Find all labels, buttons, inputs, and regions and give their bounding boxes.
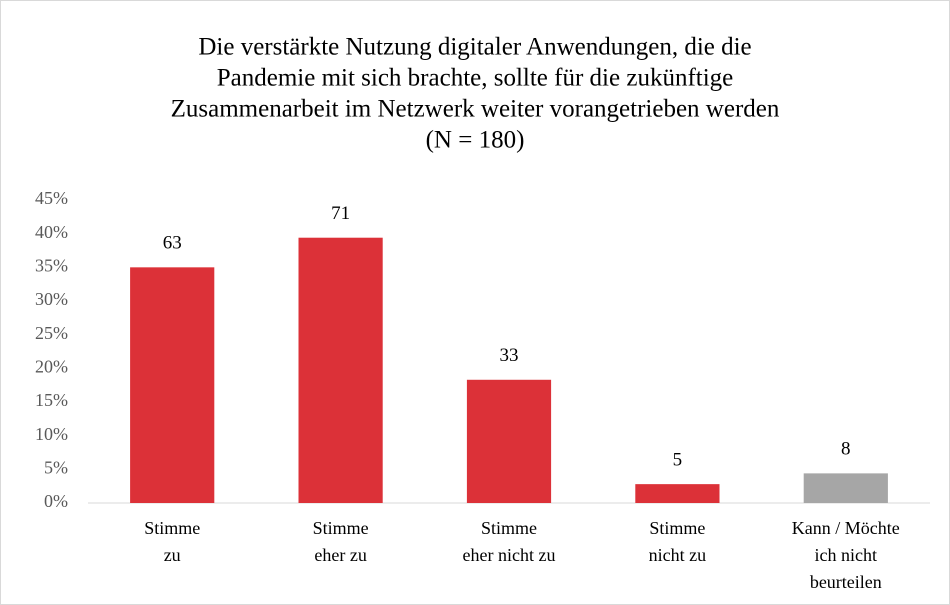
data-label: 33	[500, 345, 519, 366]
bar	[803, 473, 888, 503]
x-tick-label: Kann / Möchte	[792, 518, 900, 538]
y-tick-label: 35%	[35, 255, 68, 275]
chart-title: Die verstärkte Nutzung digitaler Anwendu…	[198, 34, 751, 61]
x-tick-label: Stimme	[313, 518, 369, 538]
chart-title: Pandemie mit sich brachte, sollte für di…	[217, 65, 734, 92]
data-label: 63	[163, 233, 182, 254]
data-label: 8	[841, 439, 851, 460]
data-label: 71	[331, 203, 350, 224]
y-tick-label: 5%	[44, 457, 68, 477]
bar	[635, 484, 720, 503]
y-tick-label: 40%	[35, 222, 68, 242]
x-tick-label: eher zu	[314, 545, 366, 565]
data-label: 5	[673, 450, 683, 471]
y-tick-label: 45%	[35, 188, 68, 208]
bar	[466, 379, 552, 503]
bar	[298, 237, 383, 503]
bar	[130, 267, 215, 503]
chart-title: (N = 180)	[426, 127, 525, 154]
x-tick-label: beurteilen	[810, 572, 882, 592]
x-tick-label: Stimme	[649, 518, 705, 538]
y-tick-label: 20%	[35, 356, 68, 376]
x-tick-label: eher nicht zu	[463, 545, 556, 565]
y-tick-label: 15%	[35, 390, 68, 410]
y-tick-label: 0%	[44, 491, 68, 511]
x-tick-label: Stimme	[144, 518, 200, 538]
y-tick-label: 25%	[35, 323, 68, 343]
y-tick-label: 30%	[35, 289, 68, 309]
x-tick-label: nicht zu	[649, 545, 706, 565]
chart-title: Zusammenarbeit im Netzwerk weiter vorang…	[171, 96, 780, 123]
x-tick-label: ich nicht	[815, 545, 877, 565]
y-tick-label: 10%	[35, 424, 68, 444]
x-tick-label: Stimme	[481, 518, 537, 538]
x-tick-label: zu	[164, 545, 181, 565]
